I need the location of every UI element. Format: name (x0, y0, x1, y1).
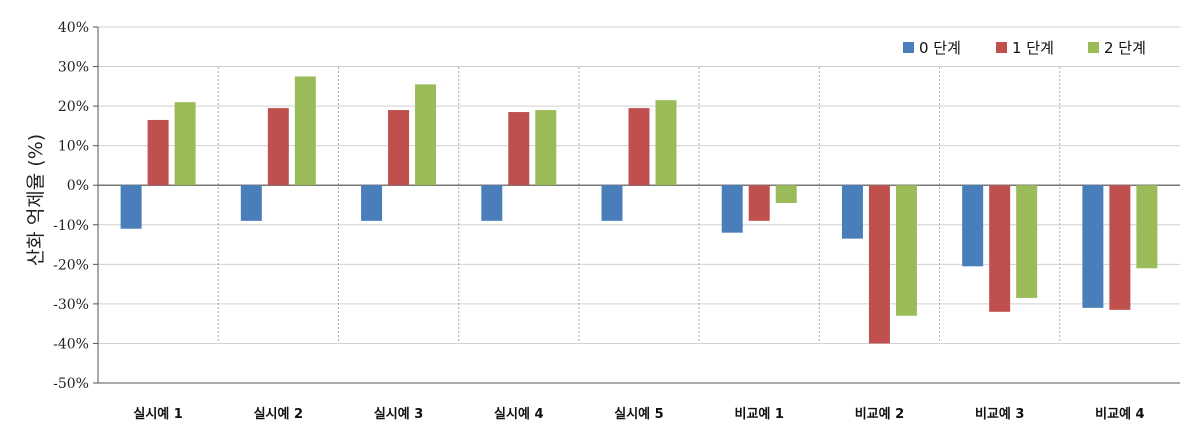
bar (842, 185, 863, 238)
bar (869, 185, 890, 343)
bar (1109, 185, 1130, 310)
bar (388, 110, 409, 185)
bar (722, 185, 743, 232)
y-axis-label: 산화 억제율 (%) (25, 134, 47, 266)
legend-swatch (903, 42, 914, 53)
y-tick-label: 20% (58, 99, 89, 115)
bar (629, 108, 650, 185)
bar (1136, 185, 1157, 268)
y-tick-label: 40% (58, 20, 89, 36)
x-tick-label: 실시예 5 (614, 406, 663, 422)
x-tick-label: 실시예 1 (133, 406, 182, 422)
x-tick-label: 비교예 3 (975, 406, 1024, 422)
y-tick-label: 0% (67, 178, 89, 194)
bar (1016, 185, 1037, 298)
y-tick-label: -10% (53, 218, 89, 234)
y-tick-label: 30% (58, 60, 89, 76)
bar (776, 185, 797, 203)
legend-label: 1 단계 (1012, 39, 1054, 57)
bar (535, 110, 556, 185)
y-tick-label: -50% (53, 376, 89, 392)
bar (148, 120, 169, 185)
bar (962, 185, 983, 266)
legend-swatch (1088, 42, 1099, 53)
bar (481, 185, 502, 221)
x-tick-label: 실시예 3 (374, 406, 423, 422)
bar (602, 185, 623, 221)
bar (749, 185, 770, 221)
bar (241, 185, 262, 221)
bar (175, 102, 196, 185)
y-tick-label: 10% (58, 139, 89, 155)
y-tick-label: -20% (53, 257, 89, 273)
x-tick-labels: 실시예 1 실시예 2 실시예 3 실시예 4 실시예 5 비교예 1 비교예 2 비교예 3… (133, 406, 1144, 422)
x-tick-label: 비교예 1 (734, 406, 783, 422)
x-tick-label: 비교예 2 (855, 406, 904, 422)
y-tick-labels: 40% 30% 20% 10% 0% -10% -20% -30% -40% -50% (53, 20, 89, 392)
legend-swatch (996, 42, 1007, 53)
bar (1082, 185, 1103, 308)
bar (295, 76, 316, 185)
bar (361, 185, 382, 221)
bar (508, 112, 529, 185)
x-tick-label: 실시예 4 (494, 406, 543, 422)
bar (989, 185, 1010, 312)
y-tick-label: -30% (53, 297, 89, 313)
legend-label: 2 단계 (1104, 39, 1146, 57)
bar (268, 108, 289, 185)
legend: 0 단계 1 단계 2 단계 (903, 39, 1146, 57)
legend-label: 0 단계 (919, 39, 961, 57)
bar (415, 84, 436, 185)
y-tick-label: -40% (53, 336, 89, 352)
bar (656, 100, 677, 185)
x-tick-label: 비교예 4 (1095, 406, 1144, 422)
bar (121, 185, 142, 229)
bar (896, 185, 917, 316)
x-tick-label: 실시예 2 (254, 406, 303, 422)
